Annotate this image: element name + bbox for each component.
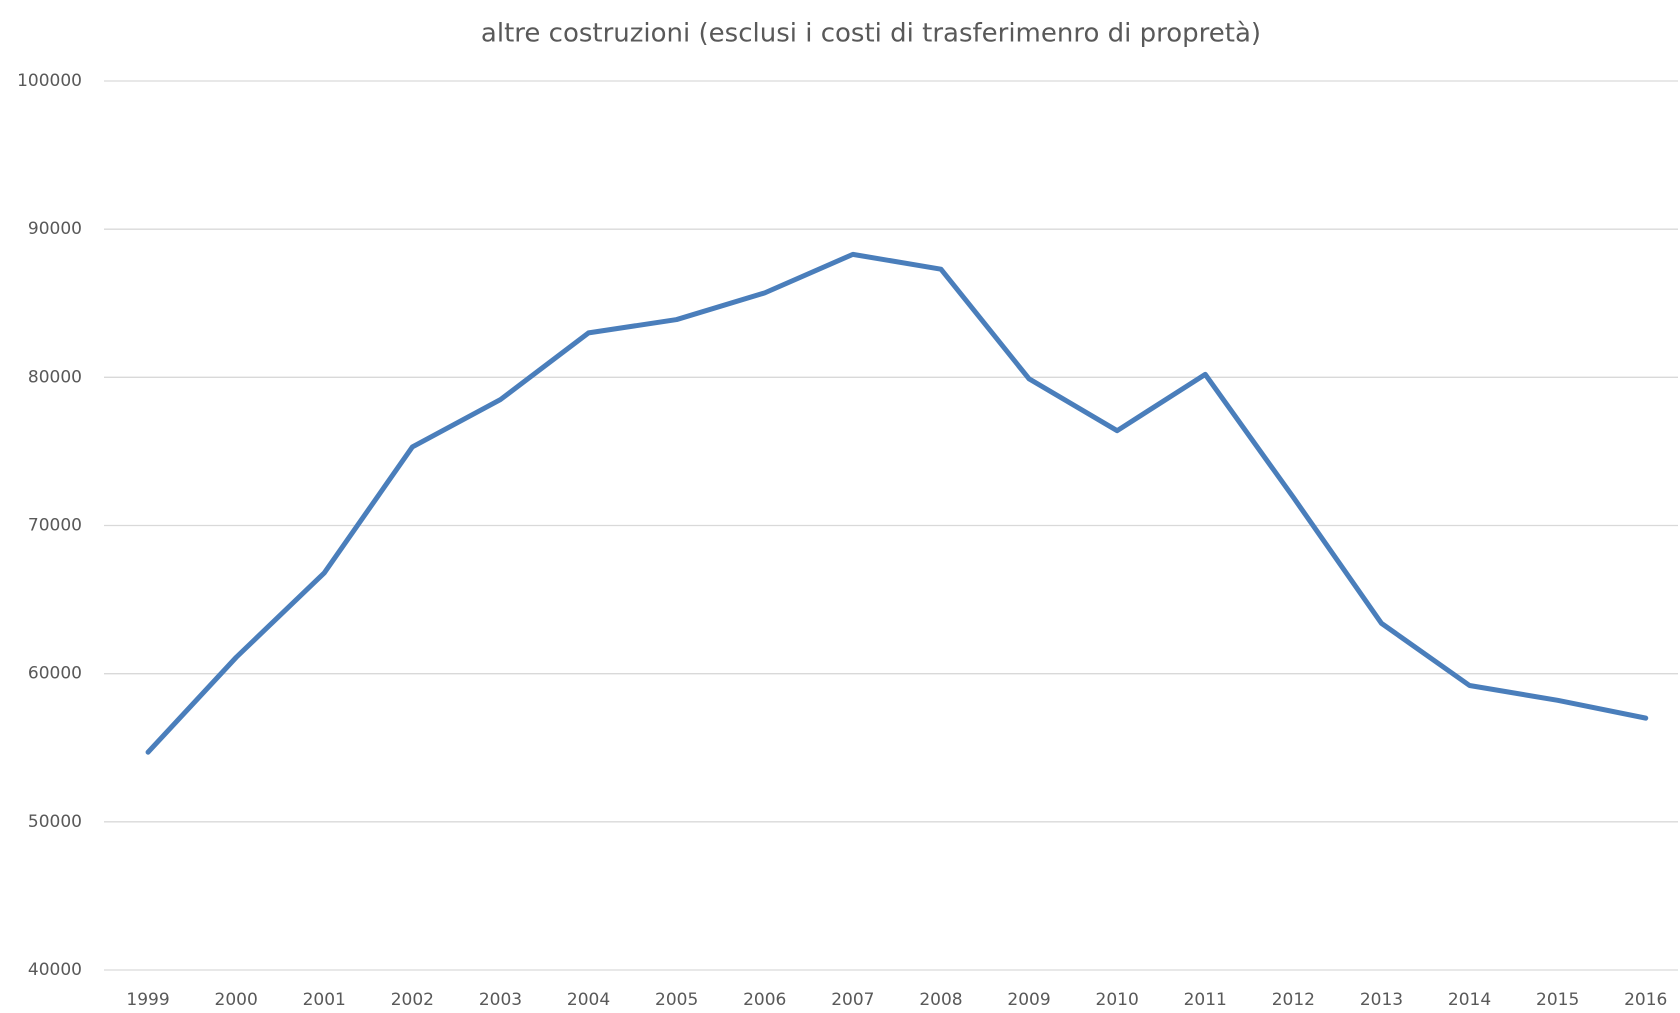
y-tick-label: 90000 — [28, 219, 82, 239]
x-tick-label: 2003 — [479, 990, 522, 1010]
x-tick-label: 2009 — [1007, 990, 1050, 1010]
x-tick-label: 2000 — [215, 990, 258, 1010]
x-tick-label: 2015 — [1536, 990, 1579, 1010]
x-tick-label: 2010 — [1096, 990, 1139, 1010]
x-tick-label: 1999 — [126, 990, 169, 1010]
x-tick-label: 2002 — [391, 990, 434, 1010]
x-tick-label: 2001 — [303, 990, 346, 1010]
x-tick-label: 2011 — [1184, 990, 1227, 1010]
y-tick-label: 60000 — [28, 664, 82, 684]
chart-title: altre costruzioni (esclusi i costi di tr… — [481, 19, 1261, 49]
x-tick-label: 2014 — [1448, 990, 1491, 1010]
x-tick-label: 2004 — [567, 990, 610, 1010]
data-line — [145, 251, 1649, 755]
y-tick-label: 100000 — [17, 71, 82, 91]
x-tick-label: 2013 — [1360, 990, 1403, 1010]
y-tick-label: 80000 — [28, 367, 82, 387]
y-tick-label: 50000 — [28, 812, 82, 832]
x-tick-label: 2005 — [655, 990, 698, 1010]
x-tick-label: 2008 — [919, 990, 962, 1010]
x-tick-label: 2016 — [1624, 990, 1667, 1010]
x-tick-label: 2007 — [831, 990, 874, 1010]
x-tick-label: 2006 — [743, 990, 786, 1010]
x-tick-label: 2012 — [1272, 990, 1315, 1010]
y-tick-label: 70000 — [28, 516, 82, 536]
y-tick-label: 40000 — [28, 960, 82, 980]
